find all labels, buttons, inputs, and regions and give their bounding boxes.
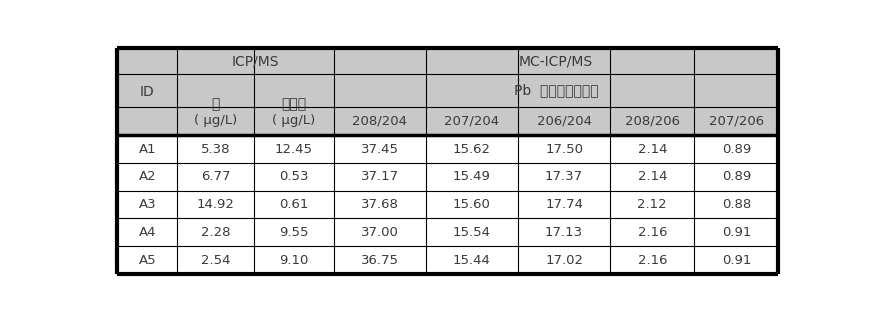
Text: 37.68: 37.68 [361, 198, 399, 211]
Text: 0.89: 0.89 [722, 143, 751, 155]
Text: 17.02: 17.02 [545, 254, 583, 267]
Text: ICP/MS: ICP/MS [232, 54, 280, 68]
Text: 17.37: 17.37 [545, 170, 583, 183]
Text: 우라늘: 우라늘 [281, 98, 306, 112]
Bar [117, 135, 779, 163]
Text: 17.74: 17.74 [545, 198, 583, 211]
Text: 17.13: 17.13 [545, 226, 583, 239]
Bar [117, 48, 779, 74]
Text: 15.54: 15.54 [453, 226, 491, 239]
Text: 0.91: 0.91 [722, 254, 751, 267]
Bar [117, 219, 779, 246]
Text: 0.91: 0.91 [722, 226, 751, 239]
Text: 2.12: 2.12 [637, 198, 667, 211]
Text: 37.45: 37.45 [361, 143, 399, 155]
Text: A4: A4 [139, 226, 156, 239]
Text: 15.49: 15.49 [453, 170, 491, 183]
Text: 2.28: 2.28 [201, 226, 230, 239]
Text: 206/204: 206/204 [537, 115, 592, 128]
Text: 0.53: 0.53 [279, 170, 309, 183]
Text: 208/206: 208/206 [625, 115, 680, 128]
Text: Pb  안정동위원소비: Pb 안정동위원소비 [514, 84, 599, 98]
Text: 0.88: 0.88 [722, 198, 751, 211]
Bar [117, 246, 779, 274]
Text: ID: ID [140, 85, 155, 99]
Text: 12.45: 12.45 [274, 143, 313, 155]
Text: 2.14: 2.14 [637, 170, 667, 183]
Text: 15.62: 15.62 [453, 143, 491, 155]
Text: 2.14: 2.14 [637, 143, 667, 155]
Text: A5: A5 [139, 254, 156, 267]
Text: A1: A1 [139, 143, 156, 155]
Text: A2: A2 [139, 170, 156, 183]
Text: ( μg/L): ( μg/L) [272, 115, 316, 128]
Text: 14.92: 14.92 [197, 198, 234, 211]
Text: 15.44: 15.44 [453, 254, 491, 267]
Text: 5.38: 5.38 [201, 143, 230, 155]
Text: 0.61: 0.61 [279, 198, 309, 211]
Text: 207/206: 207/206 [709, 115, 764, 128]
Text: 2.16: 2.16 [637, 226, 667, 239]
Text: 37.00: 37.00 [361, 226, 399, 239]
Bar [117, 163, 779, 191]
Bar [117, 107, 779, 135]
Text: 2.16: 2.16 [637, 254, 667, 267]
Text: ( μg/L): ( μg/L) [194, 115, 237, 128]
Text: 6.77: 6.77 [201, 170, 230, 183]
Text: 207/204: 207/204 [444, 115, 500, 128]
Text: A3: A3 [139, 198, 156, 211]
Text: 15.60: 15.60 [453, 198, 491, 211]
Text: 208/204: 208/204 [352, 115, 407, 128]
Text: 17.50: 17.50 [545, 143, 583, 155]
Text: 0.89: 0.89 [722, 170, 751, 183]
Bar [117, 74, 779, 107]
Text: 37.17: 37.17 [361, 170, 399, 183]
Text: 36.75: 36.75 [361, 254, 399, 267]
Text: 9.55: 9.55 [279, 226, 309, 239]
Text: 낙: 낙 [212, 98, 219, 112]
Text: MC-ICP/MS: MC-ICP/MS [519, 54, 593, 68]
Bar [117, 191, 779, 219]
Text: 9.10: 9.10 [279, 254, 309, 267]
Text: 2.54: 2.54 [201, 254, 230, 267]
